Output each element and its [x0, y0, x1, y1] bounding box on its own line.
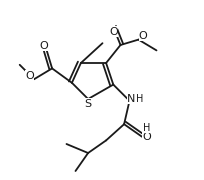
Text: H: H — [142, 123, 150, 133]
Text: O: O — [39, 41, 48, 51]
Text: O: O — [25, 71, 34, 81]
Text: N: N — [126, 94, 135, 104]
Text: O: O — [138, 31, 147, 41]
Text: S: S — [84, 98, 91, 109]
Text: O: O — [142, 132, 150, 142]
Text: O: O — [108, 26, 117, 37]
Text: H: H — [135, 94, 142, 104]
